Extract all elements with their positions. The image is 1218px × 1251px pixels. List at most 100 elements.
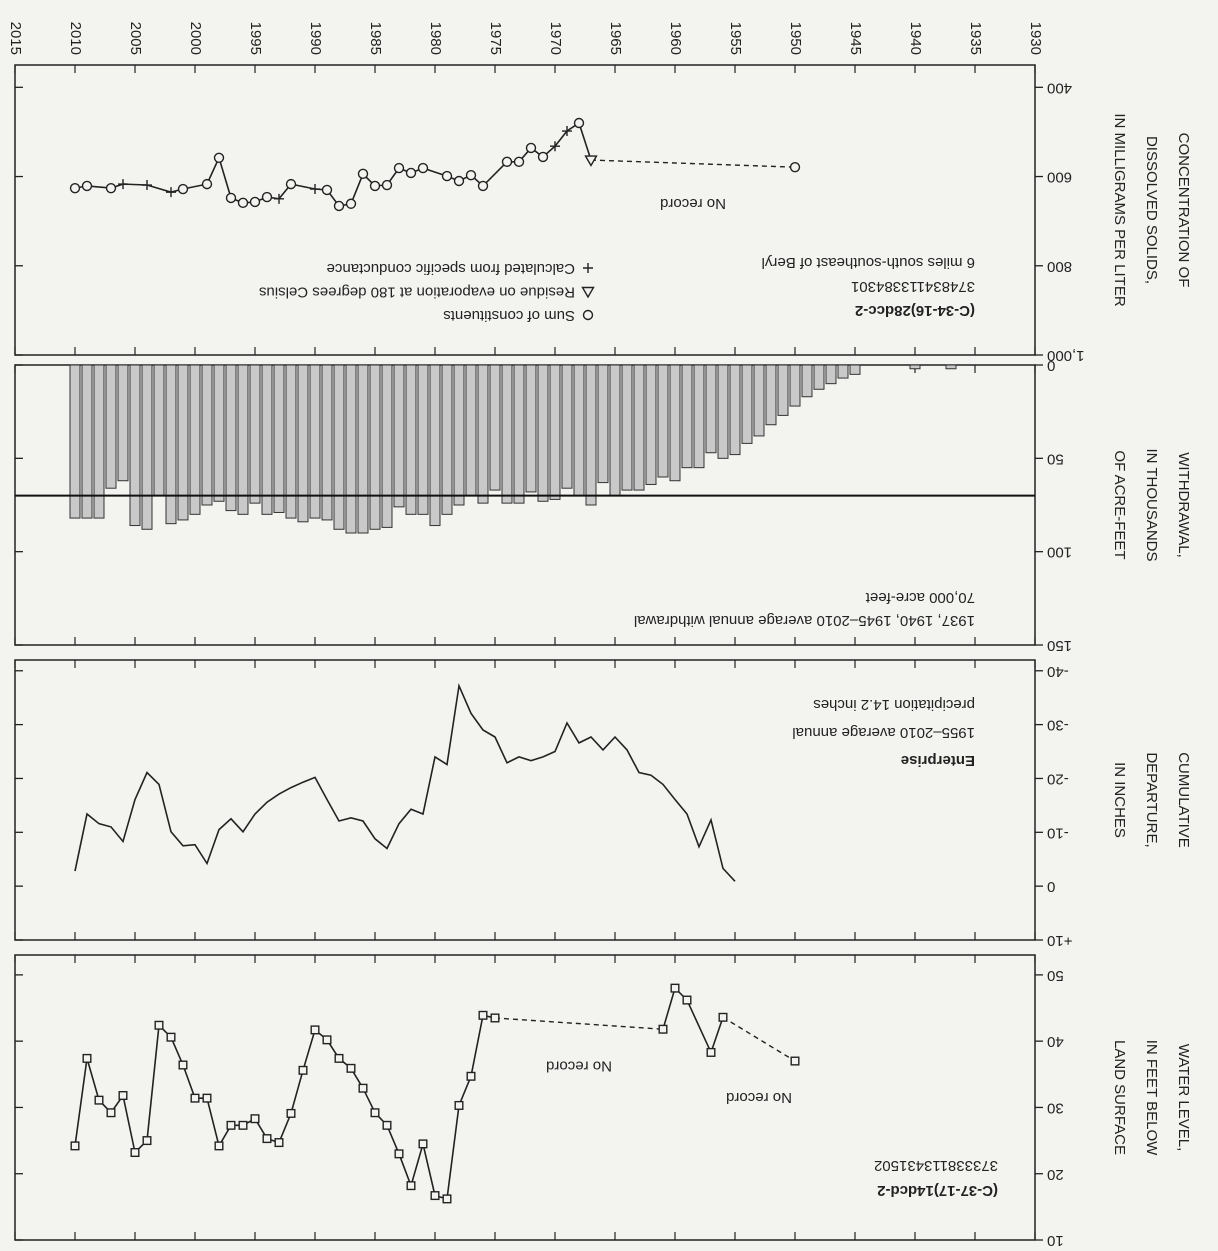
marker-plus: [118, 179, 128, 190]
marker-circle: [501, 156, 513, 168]
y-axis-label: LAND SURFACE: [1111, 1040, 1128, 1155]
note: 70,000 acre-feet: [865, 589, 975, 606]
bar: [753, 364, 765, 437]
marker-square: [226, 1120, 236, 1130]
marker-square: [718, 1012, 728, 1022]
marker-circle: [513, 156, 525, 168]
bar: [585, 364, 597, 506]
bar: [297, 364, 309, 523]
marker-circle: [369, 180, 381, 192]
marker-square: [478, 1010, 488, 1020]
x-tick-label: 1985: [367, 22, 384, 55]
marker-square: [250, 1114, 260, 1124]
bar: [801, 364, 813, 398]
y-tick-label: -40: [1047, 663, 1069, 680]
bar: [693, 364, 705, 469]
bar: [441, 364, 453, 515]
marker-square: [370, 1108, 380, 1118]
bar: [249, 364, 261, 504]
marker-square: [94, 1095, 104, 1105]
x-tick-label: 2015: [7, 22, 24, 55]
legend-marker: [581, 286, 595, 299]
y-axis-label: OF ACRE-FEET: [1111, 450, 1128, 559]
y-axis-label: DISSOLVED SOLIDS,: [1143, 136, 1160, 284]
panel-frame: [14, 364, 1036, 646]
bar: [189, 364, 201, 515]
bar: [501, 364, 513, 504]
bar: [849, 364, 861, 375]
bar: [705, 364, 717, 454]
marker-square: [286, 1108, 296, 1118]
marker-circle: [213, 152, 225, 164]
marker-circle: [285, 178, 297, 190]
bar: [369, 364, 381, 530]
marker-circle: [789, 161, 801, 173]
bar: [669, 364, 681, 482]
marker-square: [130, 1148, 140, 1158]
bar: [213, 364, 225, 502]
marker-square: [358, 1083, 368, 1093]
x-tick-label: 1965: [607, 22, 624, 55]
bar: [825, 364, 837, 385]
marker-circle: [69, 182, 81, 194]
bar: [381, 364, 393, 528]
y-axis-label: IN FEET BELOW: [1143, 1040, 1160, 1156]
site-name: Enterprise: [901, 752, 975, 769]
bar: [81, 364, 93, 519]
bar: [141, 364, 153, 530]
no-record-label: No record: [660, 195, 726, 212]
y-tick-label: -20: [1047, 770, 1069, 787]
x-tick-label: 1995: [247, 22, 264, 55]
marker-square: [790, 1056, 800, 1066]
bar: [573, 364, 585, 497]
bar: [837, 364, 849, 379]
bar: [789, 364, 801, 407]
y-axis-label: WATER LEVEL,: [1175, 1044, 1192, 1152]
marker-circle: [201, 178, 213, 190]
marker-square: [154, 1020, 164, 1030]
note: 1955–2010 average annual: [792, 724, 975, 741]
marker-plus: [274, 193, 284, 204]
bar: [621, 364, 633, 491]
bar: [477, 364, 489, 504]
marker-plus: [142, 180, 152, 191]
y-tick-label: 150: [1047, 637, 1072, 654]
bar: [561, 364, 573, 489]
x-tick-label: 2000: [187, 22, 204, 55]
bar: [909, 364, 921, 370]
no-record-line: [494, 1017, 664, 1030]
legend-label: Calculated from specific conductance: [327, 260, 575, 277]
legend-marker: [583, 263, 593, 273]
bar: [117, 364, 129, 482]
bar: [345, 364, 357, 534]
bar: [453, 364, 465, 506]
panel-frame: [14, 954, 1036, 1241]
marker-circle: [333, 200, 345, 212]
bar: [945, 364, 957, 370]
bar: [681, 364, 693, 469]
marker-square: [274, 1138, 284, 1148]
legend-marker: [582, 309, 594, 321]
marker-circle: [261, 191, 273, 203]
marker-circle: [381, 179, 393, 191]
bar: [321, 364, 333, 521]
x-tick-label: 1980: [427, 22, 444, 55]
bar: [465, 364, 477, 497]
x-tick-label: 1940: [907, 22, 924, 55]
bar: [153, 364, 165, 497]
bar: [309, 364, 321, 519]
y-tick-label: 400: [1047, 79, 1072, 96]
bar: [225, 364, 237, 512]
marker-square: [202, 1093, 212, 1103]
note: 6 miles south-southeast of Beryl: [762, 254, 975, 271]
x-tick-label: 1975: [487, 22, 504, 55]
panel-frame: [14, 659, 1036, 941]
y-axis-label: CONCENTRATION OF: [1175, 133, 1192, 288]
data-line: [75, 988, 795, 1199]
x-tick-label: 1960: [667, 22, 684, 55]
marker-square: [418, 1139, 428, 1149]
bar: [129, 364, 141, 527]
y-axis-label: WITHDRAWAL,: [1175, 452, 1192, 558]
bar: [777, 364, 789, 416]
